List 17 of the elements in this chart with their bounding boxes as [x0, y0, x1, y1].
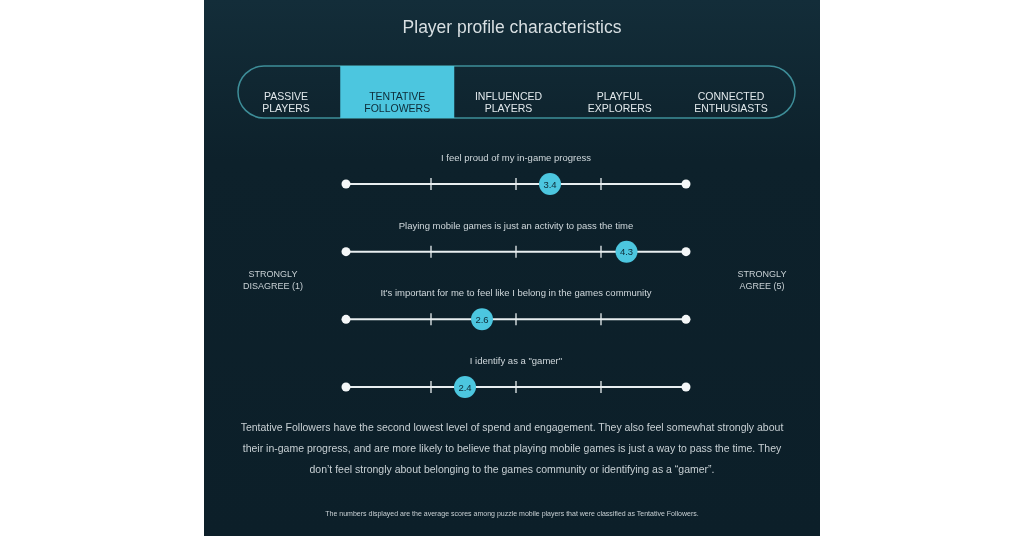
y-tick-label: It's important for me to feel like I belong in the games community [380, 287, 652, 299]
y-tick-label: I feel proud of my in-game progress [441, 152, 592, 163]
text: CONNECTED ENTHUSIASTS [694, 90, 768, 114]
text: INFLUENCED PLAYERS [474, 90, 543, 114]
y-tick-label: Playing mobile games is just an activity to pass the time [398, 219, 634, 231]
y-tick-label: I identify as a "gamer" [469, 355, 563, 366]
text: TENTATIVE FOLLOWERS [364, 90, 431, 114]
chart-title: Player profile characteristics [402, 17, 622, 37]
text: STRONGLY AGREE (5) [737, 269, 787, 291]
text: PLAYFUL EXPLORERS [587, 90, 652, 114]
annotation: Tentative Followers have the second lowest level of spend and engagement. They also feel somewhat strongly about their in-game progress, and are more likely to believe that playing mobile games is just a way to pass the time. They don’t feel strongly about belonging to the games community or identifying as a “gamer”. [240, 421, 784, 475]
text: STRONGLY DISAGREE (1) [242, 269, 304, 291]
data-label: 2.6 [475, 313, 489, 325]
text: PASSIVE PLAYERS [262, 90, 310, 114]
data-label: 3.4 [543, 178, 557, 190]
data-label: 2.4 [458, 381, 472, 393]
data-label: 4.3 [619, 246, 634, 258]
